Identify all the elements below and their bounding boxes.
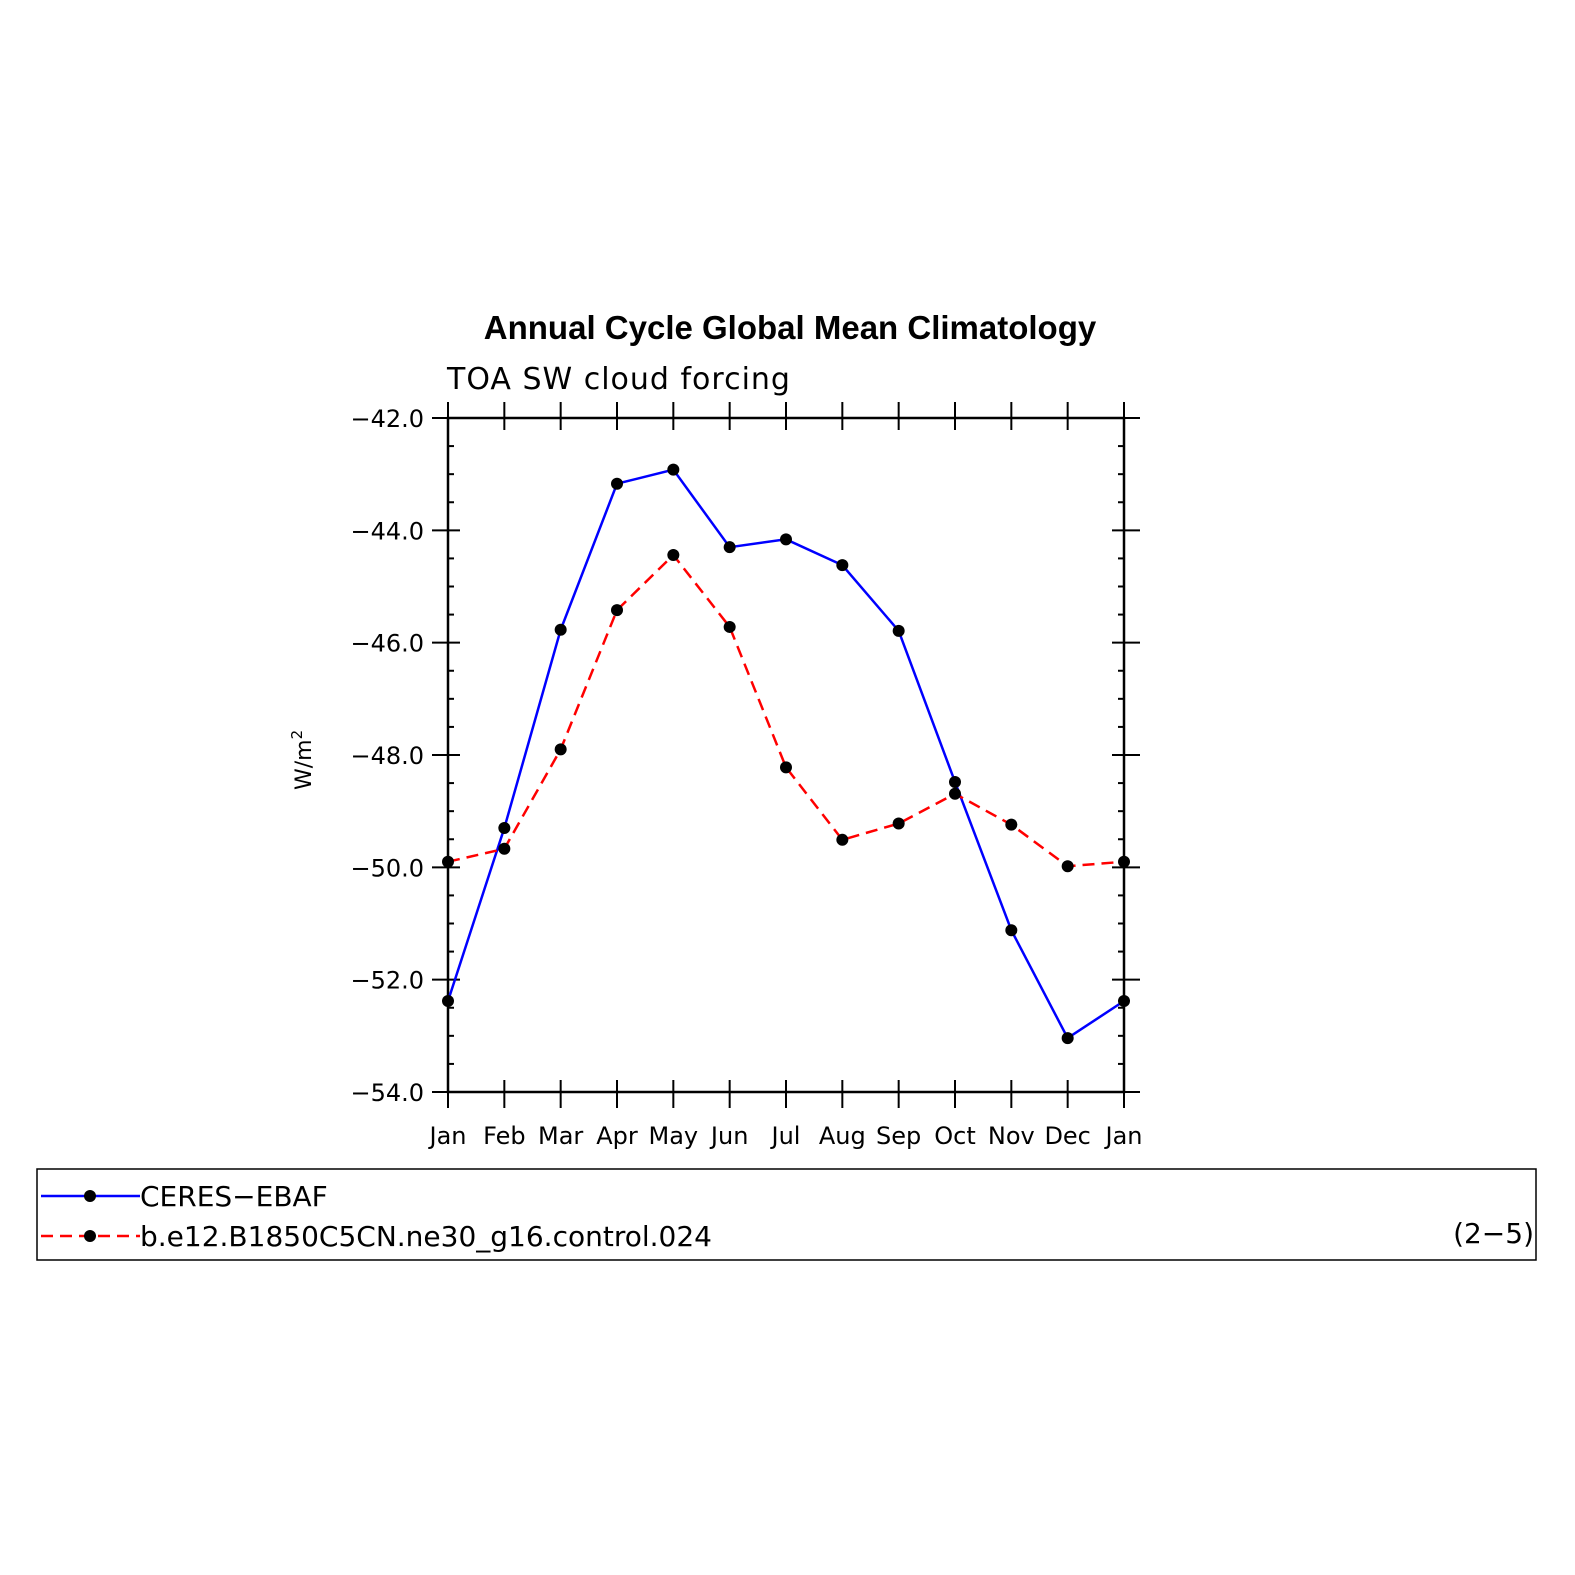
- y-tick-label: −42.0: [350, 405, 424, 433]
- x-tick-label: Aug: [819, 1122, 866, 1150]
- x-tick-label: Mar: [538, 1122, 583, 1150]
- series-line: [446, 468, 1125, 1040]
- panel-label: (2−5): [1453, 1217, 1534, 1250]
- data-point: [498, 822, 511, 835]
- data-point: [836, 559, 849, 572]
- data-point: [498, 842, 511, 855]
- data-point: [1061, 1032, 1074, 1045]
- data-point: [667, 549, 680, 562]
- y-tick-label: −44.0: [350, 517, 424, 545]
- x-tick-label: Oct: [934, 1122, 976, 1150]
- data-point: [611, 477, 623, 490]
- plot-axes: [432, 402, 1140, 1108]
- chart-subtitle: TOA SW cloud forcing: [446, 362, 791, 397]
- x-tick-label: Sep: [876, 1122, 921, 1150]
- series-layer: [442, 463, 1130, 1045]
- data-point: [442, 855, 454, 868]
- y-tick-label: −52.0: [350, 967, 424, 995]
- data-point: [836, 833, 849, 846]
- x-tick-label: Jun: [709, 1122, 749, 1150]
- x-tick-label: May: [649, 1122, 699, 1150]
- legend-label: CERES−EBAF: [140, 1180, 328, 1213]
- data-point: [554, 623, 567, 636]
- y-tick-labels: −42.0 −44.0 −46.0 −48.0 −50.0 −52.0 −54.0: [350, 405, 424, 1107]
- x-tick-label: Jul: [770, 1122, 801, 1150]
- data-point: [892, 817, 905, 830]
- x-tick-labels: Jan Feb Mar Apr May Jun Jul Aug Sep Oct Nov Dec Jan: [428, 1122, 1143, 1150]
- legend-box: [36, 1168, 1537, 1261]
- legend-marker: [84, 1190, 96, 1202]
- series-2: [442, 549, 1130, 873]
- data-point: [780, 533, 792, 546]
- data-point: [442, 995, 454, 1008]
- data-point: [1061, 860, 1074, 873]
- y-axis-label: W/m2: [288, 730, 317, 790]
- data-point: [892, 624, 905, 637]
- data-point: [780, 761, 792, 774]
- data-point: [1118, 995, 1130, 1008]
- data-point: [949, 787, 961, 800]
- legend: CERES−EBAF b.e12.B1850C5CN.ne30_g16.contr…: [41, 1180, 712, 1253]
- legend-label: b.e12.B1850C5CN.ne30_g16.control.024: [140, 1220, 712, 1253]
- plot-frame: [446, 416, 1126, 1094]
- data-point: [723, 620, 736, 633]
- legend-marker: [84, 1230, 96, 1242]
- y-tick-label: −48.0: [350, 742, 424, 770]
- data-point: [1005, 924, 1018, 937]
- data-point: [554, 743, 567, 756]
- data-point: [1118, 855, 1130, 868]
- x-tick-label: Nov: [988, 1122, 1035, 1150]
- y-tick-label: −54.0: [350, 1079, 424, 1107]
- data-point: [611, 604, 623, 617]
- x-tick-label: Dec: [1044, 1122, 1090, 1150]
- data-point: [667, 463, 680, 476]
- x-tick-label: Feb: [483, 1122, 526, 1150]
- x-tick-label: Jan: [428, 1122, 467, 1150]
- y-tick-label: −46.0: [350, 630, 424, 658]
- chart-title: Annual Cycle Global Mean Climatology: [484, 309, 1097, 346]
- x-tick-label: Apr: [596, 1122, 638, 1150]
- y-axis-label-text: W/m: [292, 739, 317, 790]
- y-tick-label: −50.0: [350, 854, 424, 882]
- data-point: [723, 541, 736, 554]
- series-line: [447, 553, 1125, 868]
- x-tick-label: Jan: [1104, 1122, 1143, 1150]
- y-axis-label-superscript: 2: [288, 730, 306, 740]
- data-point: [949, 775, 961, 788]
- data-point: [1005, 818, 1018, 831]
- series-1: [442, 463, 1130, 1045]
